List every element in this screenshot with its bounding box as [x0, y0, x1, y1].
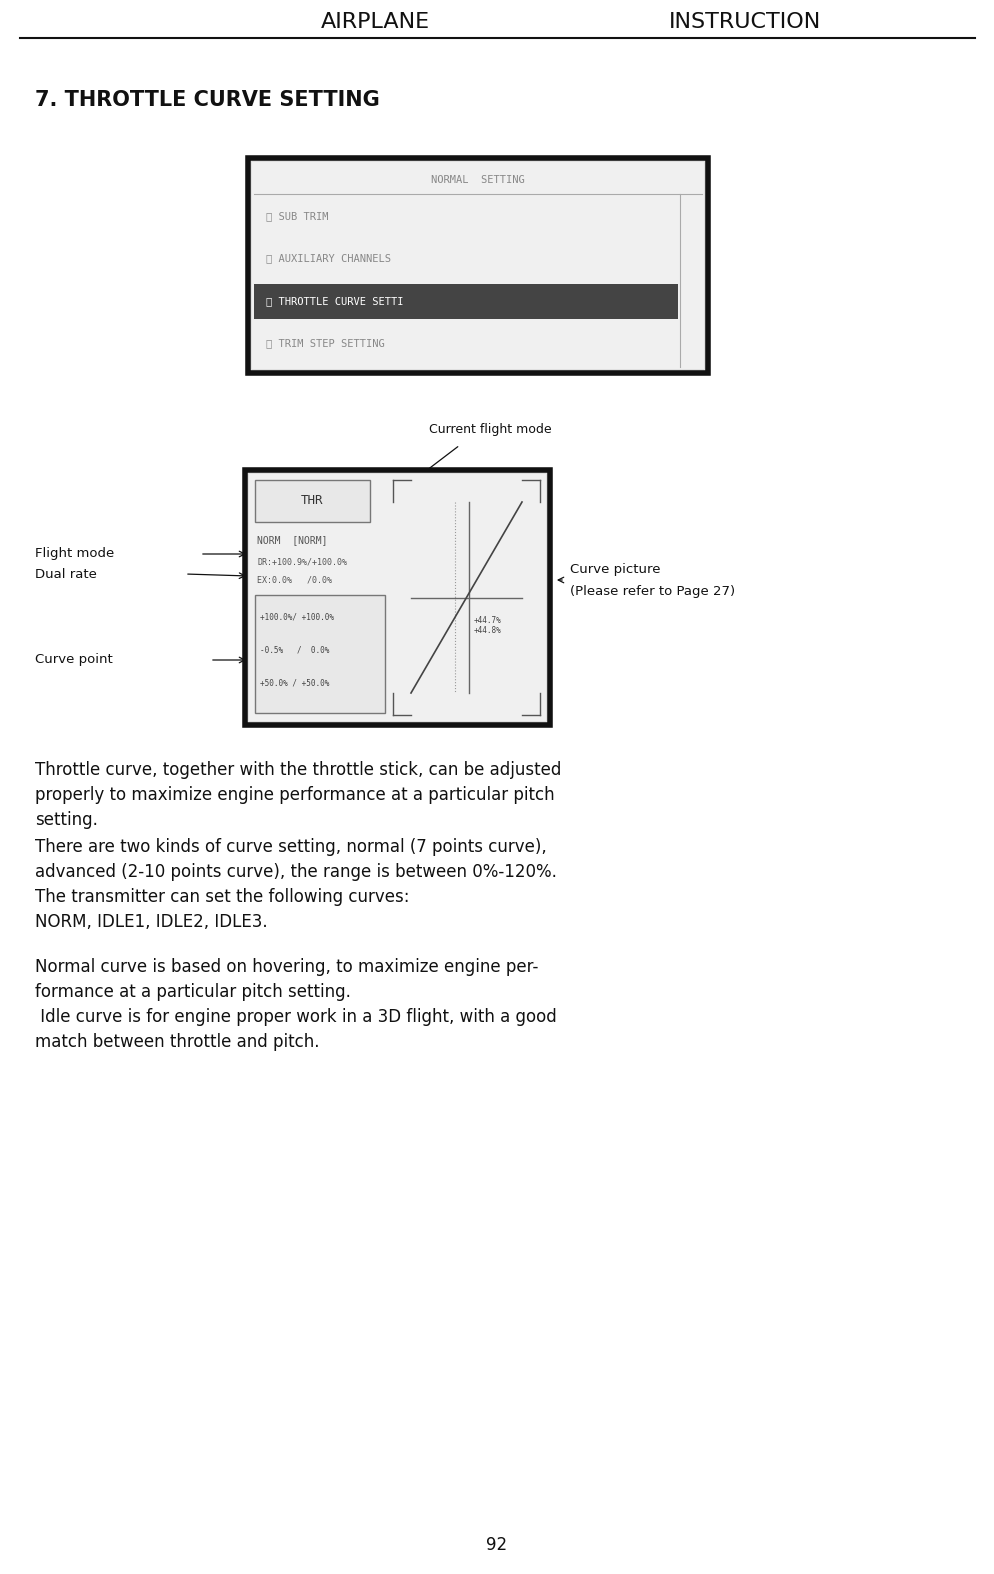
Text: The transmitter can set the following curves:: The transmitter can set the following cu… — [35, 888, 410, 907]
Text: EX:0.0%   /0.0%: EX:0.0% /0.0% — [256, 576, 332, 584]
Bar — [245, 471, 550, 726]
Bar — [248, 157, 708, 373]
Text: (Please refer to Page 27): (Please refer to Page 27) — [570, 586, 735, 598]
Text: formance at a particular pitch setting.: formance at a particular pitch setting. — [35, 984, 351, 1001]
Text: ⓤ SUB TRIM: ⓤ SUB TRIM — [265, 211, 328, 220]
Text: +44.7%
+44.8%: +44.7% +44.8% — [473, 615, 501, 636]
Text: Dual rate: Dual rate — [35, 568, 96, 581]
Text: NORM, IDLE1, IDLE2, IDLE3.: NORM, IDLE1, IDLE2, IDLE3. — [35, 913, 267, 930]
Text: NORMAL  SETTING: NORMAL SETTING — [430, 175, 525, 186]
Text: NORM  [NORM]: NORM [NORM] — [256, 535, 327, 545]
Text: advanced (2-10 points curve), the range is between 0%-120%.: advanced (2-10 points curve), the range … — [35, 863, 557, 881]
Bar — [254, 595, 385, 713]
Text: Curve point: Curve point — [35, 653, 112, 666]
Text: Normal curve is based on hovering, to maximize engine per-: Normal curve is based on hovering, to ma… — [35, 959, 538, 976]
Text: AIRPLANE: AIRPLANE — [320, 13, 429, 31]
Text: Curve picture: Curve picture — [570, 563, 660, 576]
Text: ⓥ AUXILIARY CHANNELS: ⓥ AUXILIARY CHANNELS — [265, 253, 391, 263]
Text: Throttle curve, together with the throttle stick, can be adjusted: Throttle curve, together with the thrott… — [35, 760, 561, 779]
Text: properly to maximize engine performance at a particular pitch: properly to maximize engine performance … — [35, 785, 554, 804]
Text: +100.0%/ +100.0%: +100.0%/ +100.0% — [259, 612, 334, 622]
Bar — [254, 480, 370, 523]
Bar — [253, 283, 677, 320]
Text: ⓠ THROTTLE CURVE SETTI: ⓠ THROTTLE CURVE SETTI — [265, 296, 404, 305]
Bar — [248, 474, 546, 721]
Text: THR: THR — [300, 494, 323, 507]
Text: match between throttle and pitch.: match between throttle and pitch. — [35, 1033, 319, 1051]
Text: -0.5%   /  0.0%: -0.5% / 0.0% — [259, 645, 329, 655]
Text: DR:+100.9%/+100.0%: DR:+100.9%/+100.0% — [256, 557, 347, 567]
Bar — [251, 162, 704, 368]
Text: Current flight mode: Current flight mode — [428, 423, 551, 436]
Text: Flight mode: Flight mode — [35, 548, 114, 560]
Text: Idle curve is for engine proper work in a 3D flight, with a good: Idle curve is for engine proper work in … — [35, 1007, 557, 1026]
Text: setting.: setting. — [35, 811, 97, 829]
Text: 92: 92 — [486, 1536, 507, 1554]
Text: There are two kinds of curve setting, normal (7 points curve),: There are two kinds of curve setting, no… — [35, 837, 546, 856]
Text: INSTRUCTION: INSTRUCTION — [668, 13, 820, 31]
Text: ⓧ TRIM STEP SETTING: ⓧ TRIM STEP SETTING — [265, 338, 385, 348]
Text: +50.0% / +50.0%: +50.0% / +50.0% — [259, 678, 329, 688]
Text: 7. THROTTLE CURVE SETTING: 7. THROTTLE CURVE SETTING — [35, 90, 380, 110]
